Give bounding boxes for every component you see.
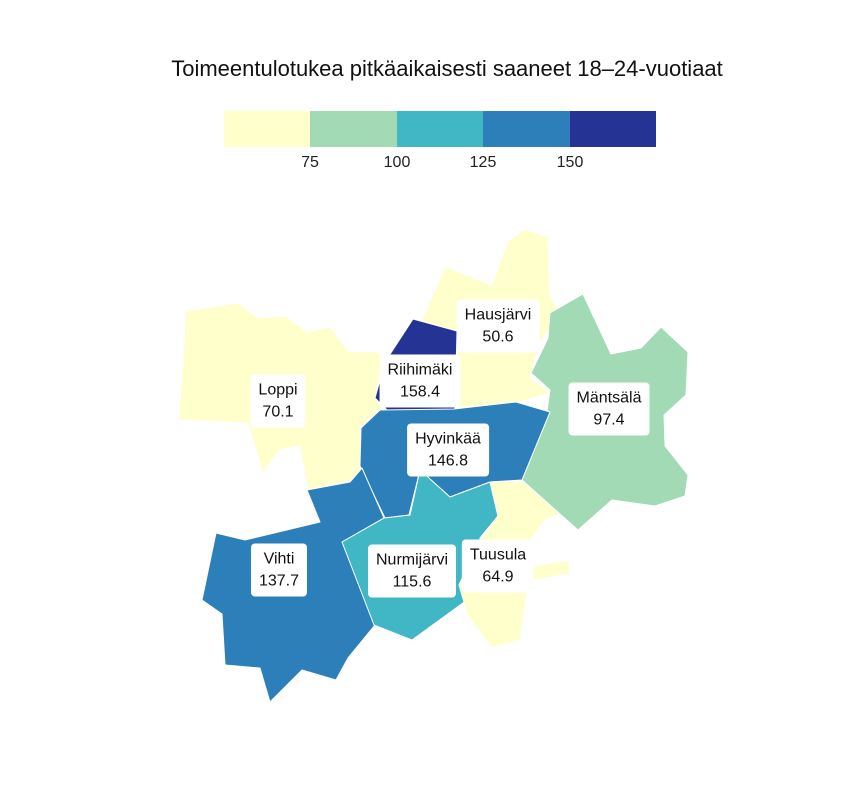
map-title: Toimeentulotukea pitkäaikaisesti saaneet… <box>171 56 723 81</box>
label-vihti: Vihti 137.7 <box>250 543 308 597</box>
legend-ticks: 75 100 125 150 <box>0 154 864 178</box>
legend-tick-150: 150 <box>556 154 584 171</box>
label-nurmijarvi-name: Nurmijärvi <box>376 551 448 569</box>
label-hyvinkaa-name: Hyvinkää <box>415 430 481 448</box>
label-mantsala-value: 97.4 <box>593 411 625 429</box>
legend-bin-4 <box>483 111 570 147</box>
label-riihimaki: Riihimäki 158.4 <box>379 354 461 408</box>
label-hyvinkaa: Hyvinkää 146.8 <box>407 423 489 477</box>
label-vihti-value: 137.7 <box>258 572 300 590</box>
label-loppi-name: Loppi <box>258 381 298 399</box>
label-tuusula-name: Tuusula <box>469 546 527 564</box>
label-hausjarvi: Hausjärvi 50.6 <box>456 299 540 353</box>
color-legend <box>224 111 657 147</box>
legend-bin-2 <box>310 111 397 147</box>
label-riihimaki-value: 158.4 <box>399 383 441 401</box>
legend-tick-75: 75 <box>301 154 319 171</box>
legend-bin-5 <box>569 111 657 147</box>
label-loppi-value: 70.1 <box>262 403 294 421</box>
label-hausjarvi-value: 50.6 <box>482 328 514 346</box>
label-hausjarvi-name: Hausjärvi <box>464 306 532 324</box>
legend-bin-1 <box>224 111 311 147</box>
label-nurmijarvi: Nurmijärvi 115.6 <box>368 544 456 598</box>
label-tuusula-value: 64.9 <box>482 568 514 586</box>
legend-tick-100: 100 <box>383 154 411 171</box>
label-riihimaki-name: Riihimäki <box>387 361 453 379</box>
legend-bin-3 <box>396 111 484 147</box>
legend-tick-125: 125 <box>469 154 497 171</box>
region-tuusula-exclave[interactable] <box>529 559 571 581</box>
label-tuusula: Tuusula 64.9 <box>461 539 535 593</box>
label-loppi: Loppi 70.1 <box>250 374 306 428</box>
label-mantsala: Mäntsälä 97.4 <box>568 382 650 436</box>
label-nurmijarvi-value: 115.6 <box>392 573 432 591</box>
label-vihti-name: Vihti <box>263 550 295 568</box>
label-hyvinkaa-value: 146.8 <box>427 452 469 470</box>
label-mantsala-name: Mäntsälä <box>576 389 642 407</box>
